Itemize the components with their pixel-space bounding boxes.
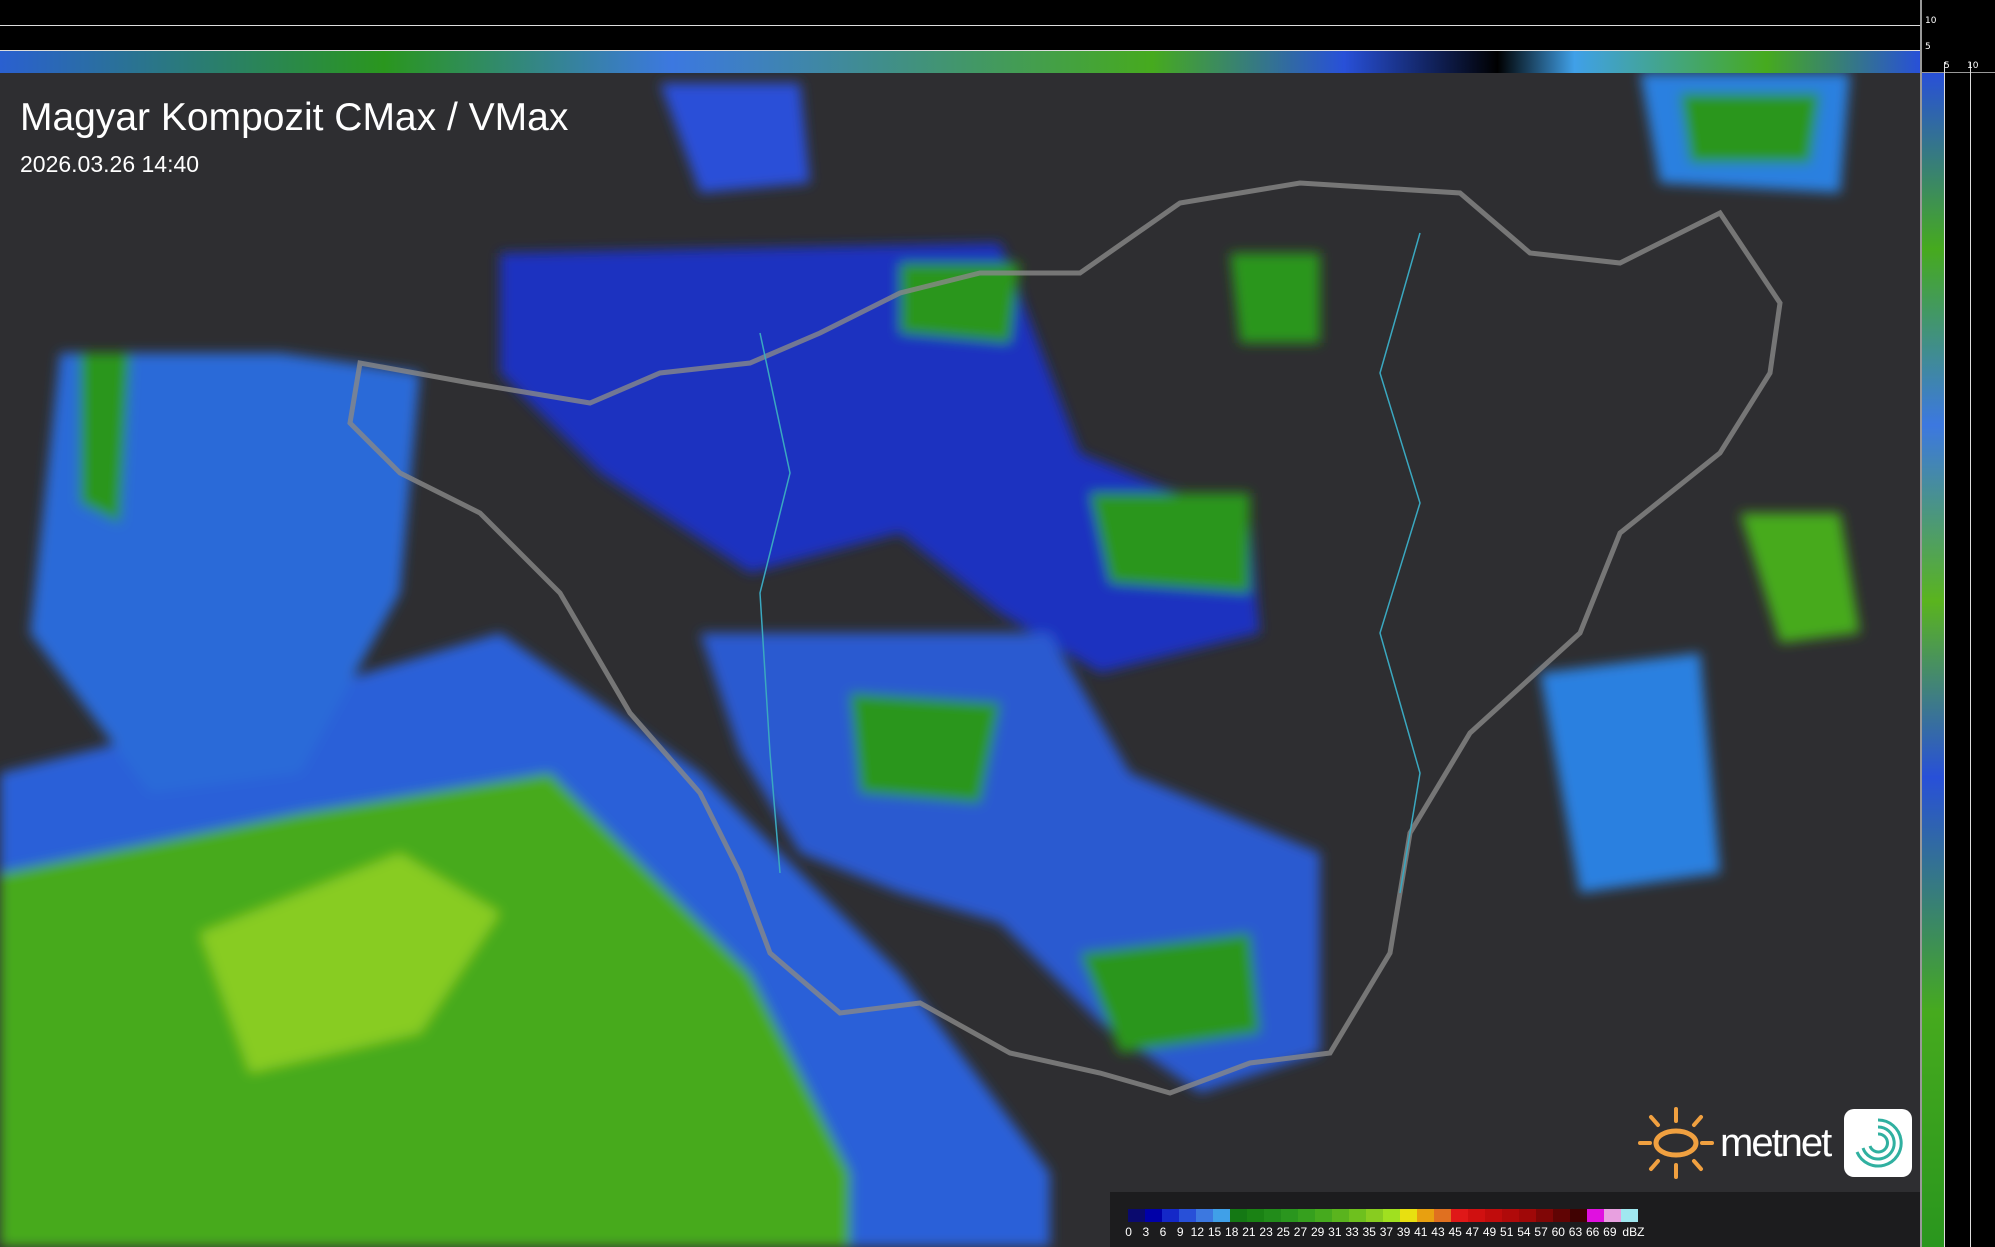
legend-color-bar	[1128, 1209, 1638, 1222]
precipitation-layer	[0, 73, 1860, 1247]
spiral-app-icon	[1844, 1109, 1913, 1177]
legend-swatch	[1281, 1209, 1298, 1222]
metnet-logo: metnet	[1636, 1105, 1913, 1181]
legend-swatch	[1383, 1209, 1400, 1222]
profile-gridline-10	[0, 25, 1920, 26]
profile-divider	[1920, 0, 1922, 1247]
legend-label: 29	[1310, 1225, 1325, 1239]
legend-swatch	[1332, 1209, 1349, 1222]
legend-label: 15	[1207, 1225, 1222, 1239]
brand-name: metnet	[1720, 1120, 1832, 1165]
legend-swatch	[1400, 1209, 1417, 1222]
radar-echoes	[0, 73, 1860, 1247]
profile-gridline-v5	[1944, 62, 1945, 1247]
legend-swatch	[1128, 1209, 1145, 1222]
profile-gridline-v10	[1970, 62, 1971, 1247]
legend-swatch	[1298, 1209, 1315, 1222]
map-title: Magyar Kompozit CMax / VMax	[20, 96, 569, 139]
legend-label: 35	[1362, 1225, 1376, 1239]
legend-swatch	[1145, 1209, 1162, 1222]
legend-label: 33	[1345, 1225, 1359, 1239]
tick-label: 10	[1925, 16, 1937, 26]
legend-swatch	[1519, 1209, 1536, 1222]
legend-label: 49	[1482, 1225, 1497, 1239]
legend-label: 6	[1159, 1225, 1167, 1239]
horizontal-profile-strip	[0, 51, 1920, 73]
legend-swatch	[1315, 1209, 1332, 1222]
legend-swatch	[1247, 1209, 1264, 1222]
country-border	[347, 180, 1783, 1096]
profile-gridline-5	[0, 50, 1920, 51]
legend-label: 66	[1585, 1225, 1600, 1239]
legend-label: 21	[1242, 1225, 1256, 1239]
legend-label: 57	[1534, 1225, 1548, 1239]
legend-swatch	[1536, 1209, 1553, 1222]
legend-swatch	[1451, 1209, 1468, 1222]
legend-label: 9	[1176, 1225, 1184, 1239]
legend-label: 41	[1414, 1225, 1428, 1239]
legend-swatch	[1366, 1209, 1383, 1222]
legend-label: 27	[1293, 1225, 1308, 1239]
legend-swatch	[1434, 1209, 1451, 1222]
legend-label: 25	[1276, 1225, 1290, 1239]
legend-label: 60	[1551, 1225, 1565, 1239]
legend-label: 12	[1190, 1225, 1205, 1239]
map-timestamp: 2026.03.26 14:40	[20, 151, 200, 177]
legend-swatch	[1179, 1209, 1196, 1222]
legend-swatch	[1570, 1209, 1587, 1222]
legend-label: 47	[1465, 1225, 1480, 1239]
legend-swatch	[1502, 1209, 1519, 1222]
tick-label: 5	[1944, 61, 1950, 71]
legend-label: 69	[1603, 1225, 1617, 1239]
legend-label: 51	[1500, 1225, 1514, 1239]
vertical-profile-strip	[1922, 73, 1944, 1247]
legend-label: 63	[1568, 1225, 1583, 1239]
legend-swatch	[1196, 1209, 1213, 1222]
legend-label: 18	[1225, 1225, 1239, 1239]
legend-label: 23	[1259, 1225, 1273, 1239]
legend-swatch	[1417, 1209, 1434, 1222]
legend-swatch	[1349, 1209, 1366, 1222]
legend-label: 39	[1396, 1225, 1411, 1239]
legend-swatch	[1230, 1209, 1247, 1222]
legend-swatch	[1485, 1209, 1502, 1222]
legend-swatch	[1213, 1209, 1230, 1222]
legend-label: 45	[1448, 1225, 1462, 1239]
tick-label: 10	[1967, 61, 1979, 71]
profile-baseline	[1920, 72, 1995, 73]
radar-map[interactable]	[0, 73, 1920, 1247]
legend-label: 3	[1142, 1225, 1150, 1239]
legend-label: 0	[1125, 1225, 1132, 1239]
legend-label: 43	[1431, 1225, 1445, 1239]
legend-swatch	[1621, 1209, 1638, 1222]
legend-swatch	[1264, 1209, 1281, 1222]
legend-swatch	[1553, 1209, 1570, 1222]
legend-label: 31	[1328, 1225, 1342, 1239]
legend-swatch	[1162, 1209, 1179, 1222]
legend-labels: 0 3 6 9 12 15 18 21 23 25 27 29 31 33 35 37 39 41 43 45 47 49…	[1120, 1225, 1920, 1239]
legend-swatch	[1587, 1209, 1604, 1222]
legend-swatch	[1468, 1209, 1485, 1222]
tick-label: 5	[1925, 42, 1931, 52]
legend-unit: dBZ	[1622, 1225, 1645, 1239]
legend-label: 54	[1517, 1225, 1531, 1239]
legend-label: 37	[1379, 1225, 1394, 1239]
river	[759, 332, 791, 874]
dbz-color-legend: 0 3 6 9 12 15 18 21 23 25 27 29 31 33 35 37 39 41 43 45 47 49…	[1110, 1192, 1920, 1247]
river	[1379, 232, 1421, 894]
sun-logo-icon	[1638, 1107, 1714, 1179]
legend-swatch	[1604, 1209, 1621, 1222]
